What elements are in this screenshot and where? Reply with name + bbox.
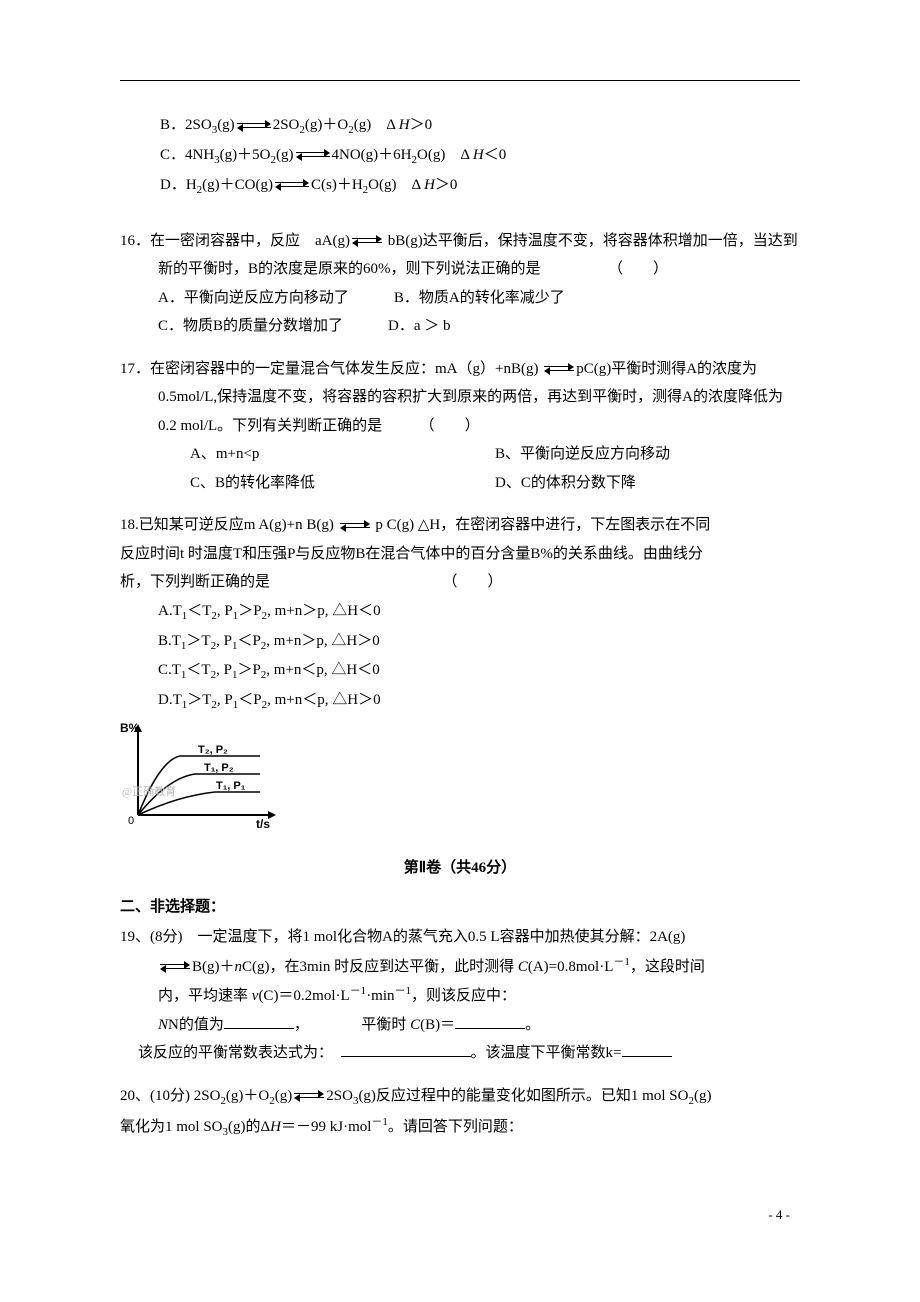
q19-l5a: 该反应的平衡常数表达式为： [138,1045,326,1061]
q16-option-b: B．物质A的转化率减少了 [394,290,565,306]
q18-graph: @正确教育 B% t/s 0 T₂, P₂ T₁, P₂ [120,720,290,830]
svg-text:T₁, P₁: T₁, P₁ [216,780,246,792]
q18-option-c: C.T1＜T2, P1＞P2, m+n＜p, △H＜0 [120,656,800,686]
q17-row2: C、B的转化率降低 D、C的体积分数下降 [120,469,800,498]
q19-l5: 该反应的平衡常数表达式为： 。该温度下平衡常数k= [120,1039,800,1068]
q20-l1: 20、(10分) 2SO2(g)＋O2(g)2SO3(g)反应过程中的能量变化如… [120,1082,800,1112]
svg-text:0: 0 [128,815,134,827]
q19-l5b: 。该温度下平衡常数k= [471,1045,622,1061]
svg-text:B%: B% [120,721,140,735]
q19-l4c: 平衡时 C(B)＝ [361,1017,455,1033]
q20-l2: 氧化为1 mol SO3(g)的ΔH＝－99 kJ·mol－1。请回答下列问题： [120,1112,800,1143]
q16-option-d: D．a ＞ b [388,318,451,334]
svg-text:T₁, P₂: T₁, P₂ [204,762,234,774]
q19-l4b: ， [294,1017,302,1033]
q16-option-c: C．物质B的质量分数增加了 [158,318,343,334]
q18-option-a: A.T1＜T2, P1＞P2, m+n＞p, △H＜0 [120,597,800,627]
q18-stem-l3: 析，下列判断正确的是 （ ） [120,568,800,597]
q19-l4d: 。 [525,1017,540,1033]
q16-row1: A．平衡向逆反应方向移动了 B．物质A的转化率减少了 [120,284,800,313]
blank-kexpr[interactable] [341,1041,471,1057]
q18-option-b: B.T1＞T2, P1＜P2, m+n＞p, △H＞0 [120,627,800,657]
q16-row2: C．物质B的质量分数增加了 D．a ＞ b [120,312,800,341]
header-rule [120,80,800,81]
q17-stem: 17．在密闭容器中的一定量混合气体发生反应：mA（g）+nB(g) pC(g)平… [120,355,800,441]
q19-l2: B(g)＋nC(g)，在3min 时反应到达平衡，此时测得 C(A)=0.8mo… [120,952,800,982]
q17-option-c: C、B的转化率降低 [190,469,495,498]
section2-title: 第Ⅱ卷（共46分） [120,854,800,883]
q15-option-c: C．4NH3(g)＋5O2(g)4NO(g)＋6H2O(g) Δ H＜0 [120,141,800,171]
q19-l3: 内，平均速率 v(C)＝0.2mol·L－1·min－1，则该反应中： [120,981,800,1011]
q17-option-a: A、m+n<p [190,440,495,469]
q17-option-b: B、平衡向逆反应方向移动 [495,440,800,469]
q19-l4a: N的值为 [168,1017,224,1033]
q19-l4: NN的值为， 平衡时 C(B)＝。 [120,1011,800,1040]
q16-stem: 16．在一密闭容器中，反应 aA(g) bB(g)达平衡后，保持温度不变，将容器… [120,227,800,284]
q15-option-d: D．H2(g)＋CO(g)C(s)＋H2O(g) Δ H＞0 [120,171,800,201]
q16-option-a: A．平衡向逆反应方向移动了 [158,290,349,306]
blank-cb[interactable] [455,1013,525,1029]
page-number: - 4 - [120,1203,800,1228]
q18-option-d: D.T1＞T2, P1＜P2, m+n＜p, △H＞0 [120,686,800,716]
blank-n[interactable] [224,1013,294,1029]
q18-stem-l1: 18.已知某可逆反应m A(g)+n B(g) p C(g) △H，在密闭容器中… [120,511,800,540]
q17-row1: A、m+n<p B、平衡向逆反应方向移动 [120,440,800,469]
section2-sub: 二、非选择题： [120,893,800,922]
q17-option-d: D、C的体积分数下降 [495,469,800,498]
blank-k[interactable] [622,1041,672,1057]
q18-stem-l2: 反应时间t 时温度T和压强P与反应物B在混合气体中的百分含量B%的关系曲线。由曲… [120,540,800,569]
q15-option-b: B．2SO3(g)2SO2(g)＋O2(g) Δ H＞0 [120,111,800,141]
svg-text:t/s: t/s [256,817,270,830]
svg-text:T₂, P₂: T₂, P₂ [198,744,228,756]
q19-l1: 19、(8分) 一定温度下，将1 mol化合物A的蒸气充入0.5 L容器中加热使… [120,923,800,952]
